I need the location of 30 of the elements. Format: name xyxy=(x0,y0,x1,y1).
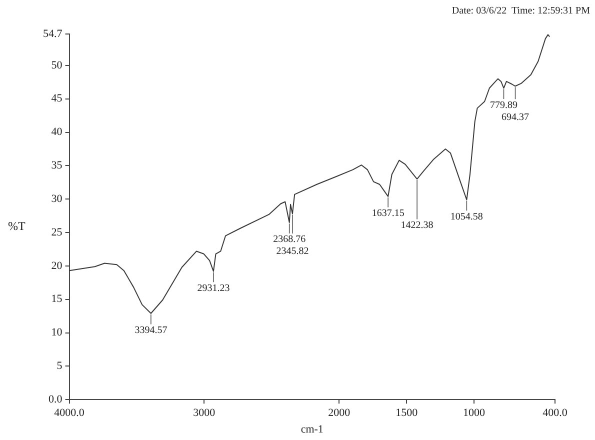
y-tick-label: 25 xyxy=(51,226,63,238)
y-tick-label: 0.0 xyxy=(48,393,63,406)
x-tick-label: 4000.0 xyxy=(54,407,85,420)
annotation: 2345.82 xyxy=(276,246,309,258)
annotation: 694.37 xyxy=(502,112,530,123)
y-tick-label: 50 xyxy=(51,59,63,72)
y-tick-label: 54.7 xyxy=(43,28,63,40)
y-tick-label: 45 xyxy=(51,92,63,105)
x-tick-label: 1000 xyxy=(463,407,486,420)
annotation: 1637.15 xyxy=(372,208,404,220)
annotation: 2931.23 xyxy=(197,282,230,294)
annotation: 779.89 xyxy=(490,100,518,111)
x-axis-title: cm-1 xyxy=(300,423,324,436)
y-axis-title: %T xyxy=(8,218,26,233)
x-tick-label: 400.0 xyxy=(542,407,568,420)
x-tick-label: 2000 xyxy=(328,407,351,420)
text: Date: 03/6/22 Time: 12:59:31 PM xyxy=(452,6,590,17)
annotation: 1422.38 xyxy=(400,220,434,232)
y-tick-label: 35 xyxy=(51,160,63,172)
y-tick-label: 40 xyxy=(51,126,63,138)
y-tick-label: 10 xyxy=(51,326,63,339)
y-tick-label: 15 xyxy=(51,293,63,306)
annotation: 1054.58 xyxy=(450,211,483,222)
annotation: 3394.57 xyxy=(134,325,168,336)
y-tick-label: 20 xyxy=(51,260,63,272)
x-tick-label: 3000 xyxy=(193,407,216,420)
y-tick-label: 30 xyxy=(51,192,63,205)
annotation: 2368.76 xyxy=(273,234,306,246)
x-tick-label: 1500 xyxy=(396,407,418,420)
y-tick-label: 5 xyxy=(56,360,63,372)
